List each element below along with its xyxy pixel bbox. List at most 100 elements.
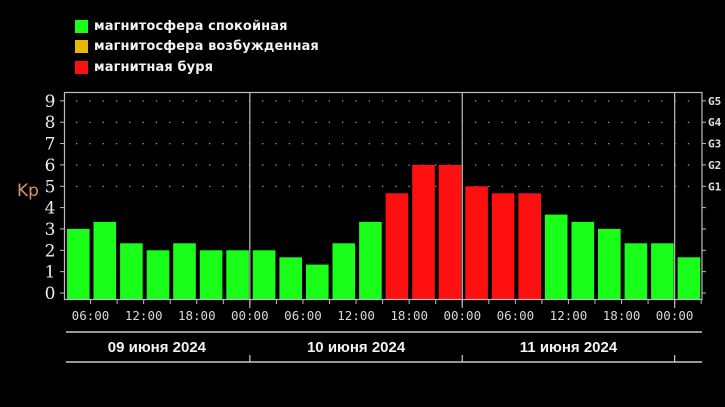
grid-dot bbox=[408, 100, 410, 102]
grid-dot bbox=[142, 121, 144, 123]
grid-dot bbox=[594, 143, 596, 145]
grid-dot bbox=[687, 164, 690, 166]
grid-dot bbox=[475, 143, 477, 145]
grid-dot bbox=[129, 121, 131, 123]
grid-dot bbox=[608, 143, 610, 145]
grid-dot bbox=[328, 164, 330, 166]
grid-dot bbox=[594, 100, 596, 102]
grid-dot bbox=[514, 100, 517, 102]
grid-dot bbox=[634, 185, 636, 188]
grid-dot bbox=[647, 164, 650, 166]
grid-dot bbox=[408, 121, 410, 123]
grid-dot bbox=[608, 100, 610, 102]
grid-dot bbox=[235, 100, 237, 102]
grid-dot bbox=[421, 100, 424, 102]
grid-dot bbox=[288, 164, 291, 166]
grid-dot bbox=[568, 164, 570, 166]
bar bbox=[491, 193, 515, 300]
grid-dot bbox=[155, 121, 158, 123]
grid-dot bbox=[102, 164, 104, 166]
grid-dot bbox=[621, 100, 623, 102]
g-scale-label: G3 bbox=[708, 138, 721, 151]
g-scale-label: G1 bbox=[708, 180, 722, 193]
grid-dot bbox=[195, 100, 197, 102]
grid-dot bbox=[209, 185, 211, 188]
bar bbox=[438, 164, 462, 300]
grid-dot bbox=[541, 100, 543, 102]
x-tick-label: 18:00 bbox=[390, 308, 428, 323]
legend-item-calm: магнитосфера спокойная bbox=[75, 16, 319, 37]
grid-dot bbox=[315, 143, 317, 145]
grid-dot bbox=[621, 143, 623, 145]
grid-dot bbox=[687, 100, 690, 102]
grid-dot bbox=[661, 143, 663, 145]
y-tick-label: 5 bbox=[45, 177, 56, 197]
grid-dot bbox=[488, 121, 490, 123]
grid-dot bbox=[328, 143, 330, 145]
grid-dot bbox=[368, 100, 370, 102]
y-tick-label: 3 bbox=[45, 220, 56, 240]
bar bbox=[598, 228, 621, 300]
grid-dot bbox=[275, 143, 277, 145]
g-scale-label: G2 bbox=[708, 159, 721, 172]
grid-dot bbox=[355, 100, 357, 102]
grid-dot bbox=[355, 185, 357, 188]
grid-dot bbox=[594, 164, 596, 166]
grid-dot bbox=[102, 185, 104, 188]
grid-dot bbox=[568, 121, 570, 123]
bar bbox=[677, 257, 701, 300]
grid-dot bbox=[209, 121, 211, 123]
grid-dot bbox=[76, 121, 78, 123]
y-tick-label: 1 bbox=[45, 263, 56, 283]
grid-dot bbox=[195, 185, 197, 188]
grid-dot bbox=[209, 164, 211, 166]
grid-dot bbox=[235, 143, 237, 145]
grid-dot bbox=[115, 164, 118, 166]
grid-dot bbox=[155, 185, 158, 188]
grid-dot bbox=[501, 100, 503, 102]
grid-dot bbox=[209, 143, 211, 145]
grid-dot bbox=[381, 185, 384, 188]
grid-dot bbox=[155, 100, 158, 102]
disturbed-swatch-icon bbox=[75, 40, 88, 54]
grid-dot bbox=[647, 121, 650, 123]
grid-dot bbox=[275, 121, 277, 123]
grid-dot bbox=[328, 185, 330, 188]
y-tick-label: 8 bbox=[45, 113, 56, 133]
grid-dot bbox=[115, 100, 118, 102]
grid-dot bbox=[554, 143, 557, 145]
bar bbox=[252, 250, 276, 300]
grid-dot bbox=[608, 121, 610, 123]
grid-dot bbox=[528, 100, 530, 102]
grid-dot bbox=[634, 100, 636, 102]
grid-dot bbox=[435, 100, 437, 102]
grid-dot bbox=[315, 185, 317, 188]
grid-dot bbox=[262, 143, 264, 145]
grid-dot bbox=[328, 121, 330, 123]
x-tick-label: 00:00 bbox=[656, 308, 694, 323]
grid-dot bbox=[89, 185, 91, 188]
date-label: 11 июня 2024 bbox=[520, 339, 618, 356]
bar bbox=[412, 164, 435, 300]
grid-dot bbox=[275, 185, 277, 188]
grid-dot bbox=[581, 100, 583, 102]
grid-dot bbox=[395, 164, 397, 166]
grid-dot bbox=[368, 143, 370, 145]
plot-frame bbox=[63, 91, 703, 301]
grid-dot bbox=[488, 100, 490, 102]
grid-dot bbox=[501, 185, 503, 188]
x-tick-label: 12:00 bbox=[125, 308, 163, 323]
grid-dot bbox=[395, 121, 397, 123]
grid-dot bbox=[408, 164, 410, 166]
day-dividers bbox=[249, 92, 676, 308]
bar bbox=[173, 243, 196, 300]
grid-dot bbox=[328, 100, 330, 102]
grid-dot bbox=[435, 185, 437, 188]
grid-dot bbox=[262, 100, 264, 102]
grid-dot bbox=[222, 143, 224, 145]
grid-dot bbox=[621, 185, 623, 188]
bar bbox=[544, 214, 568, 300]
grid-dot bbox=[581, 143, 583, 145]
grid-dot bbox=[275, 164, 277, 166]
grid-dot bbox=[89, 121, 91, 123]
